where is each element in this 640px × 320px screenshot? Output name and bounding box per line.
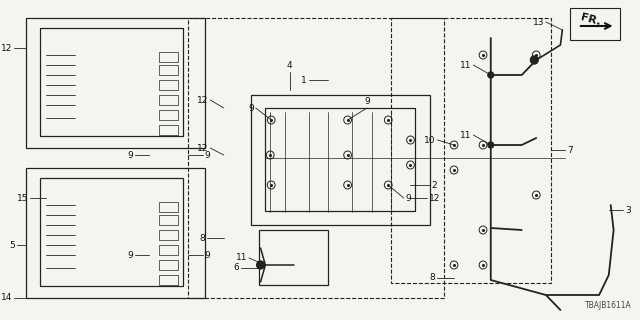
Text: 9: 9 (204, 150, 210, 159)
Text: 12: 12 (197, 95, 208, 105)
Circle shape (531, 56, 538, 64)
Text: 10: 10 (424, 135, 436, 145)
Circle shape (488, 72, 493, 78)
Text: FR.: FR. (580, 12, 602, 28)
Text: 11: 11 (460, 131, 472, 140)
Text: 9: 9 (364, 97, 370, 106)
Text: 5: 5 (9, 241, 15, 250)
Text: 11: 11 (460, 60, 472, 69)
Text: 8: 8 (200, 234, 205, 243)
Text: 4: 4 (287, 61, 292, 70)
Text: 9: 9 (248, 103, 254, 113)
Text: 12: 12 (197, 143, 208, 153)
Text: 7: 7 (567, 146, 573, 155)
Text: 9: 9 (127, 150, 133, 159)
Text: 15: 15 (17, 194, 28, 203)
Text: TBAJB1611A: TBAJB1611A (584, 301, 631, 310)
Text: 9: 9 (127, 251, 133, 260)
Circle shape (257, 261, 264, 269)
Circle shape (488, 142, 493, 148)
Text: 14: 14 (1, 293, 12, 302)
Text: 8: 8 (429, 274, 435, 283)
Text: 12: 12 (1, 44, 12, 52)
Text: 11: 11 (236, 253, 247, 262)
Text: 3: 3 (625, 205, 631, 214)
Text: 2: 2 (432, 180, 437, 189)
Text: 6: 6 (234, 263, 239, 273)
Text: 9: 9 (406, 194, 412, 203)
Text: 1: 1 (301, 76, 307, 84)
Text: 13: 13 (532, 18, 544, 27)
Text: 12: 12 (429, 194, 440, 203)
Text: 9: 9 (204, 251, 210, 260)
